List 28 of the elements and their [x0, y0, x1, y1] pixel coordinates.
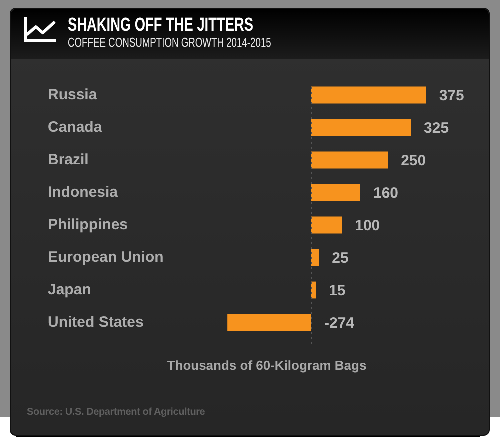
y-tick-label: Russia — [48, 86, 98, 104]
data-label: 100 — [355, 217, 380, 234]
y-tick-label: Indonesia — [48, 184, 119, 201]
data-label: 25 — [332, 250, 349, 267]
x-axis-title: Thousands of 60-Kilogram Bags — [166, 358, 368, 373]
data-label: 250 — [401, 152, 426, 170]
bar — [312, 152, 388, 169]
y-tick-label: Brazil — [48, 151, 89, 168]
y-tick-label: Philippines — [48, 216, 128, 234]
data-label: -274 — [324, 314, 356, 332]
data-label: 160 — [374, 184, 399, 202]
y-tick-label: Canada — [48, 118, 103, 136]
bar — [312, 119, 412, 136]
bar — [312, 282, 316, 299]
y-tick-label: European Union — [48, 248, 164, 266]
bar — [312, 184, 360, 202]
bar — [312, 86, 426, 104]
data-label: 325 — [424, 120, 450, 137]
data-label: 15 — [329, 282, 346, 300]
y-tick-label: United States — [48, 314, 144, 331]
bar — [228, 314, 312, 332]
chart-title: SHAKING OFF THE JITTERS — [68, 15, 254, 37]
chart-subtitle: COFFEE CONSUMPTION GROWTH 2014-2015 — [68, 35, 272, 50]
bar — [312, 216, 342, 234]
bar — [312, 249, 320, 266]
source-note: Source: U.S. Department of Agriculture — [27, 407, 206, 418]
y-tick-label: Japan — [48, 281, 92, 298]
data-label: 375 — [439, 87, 464, 104]
